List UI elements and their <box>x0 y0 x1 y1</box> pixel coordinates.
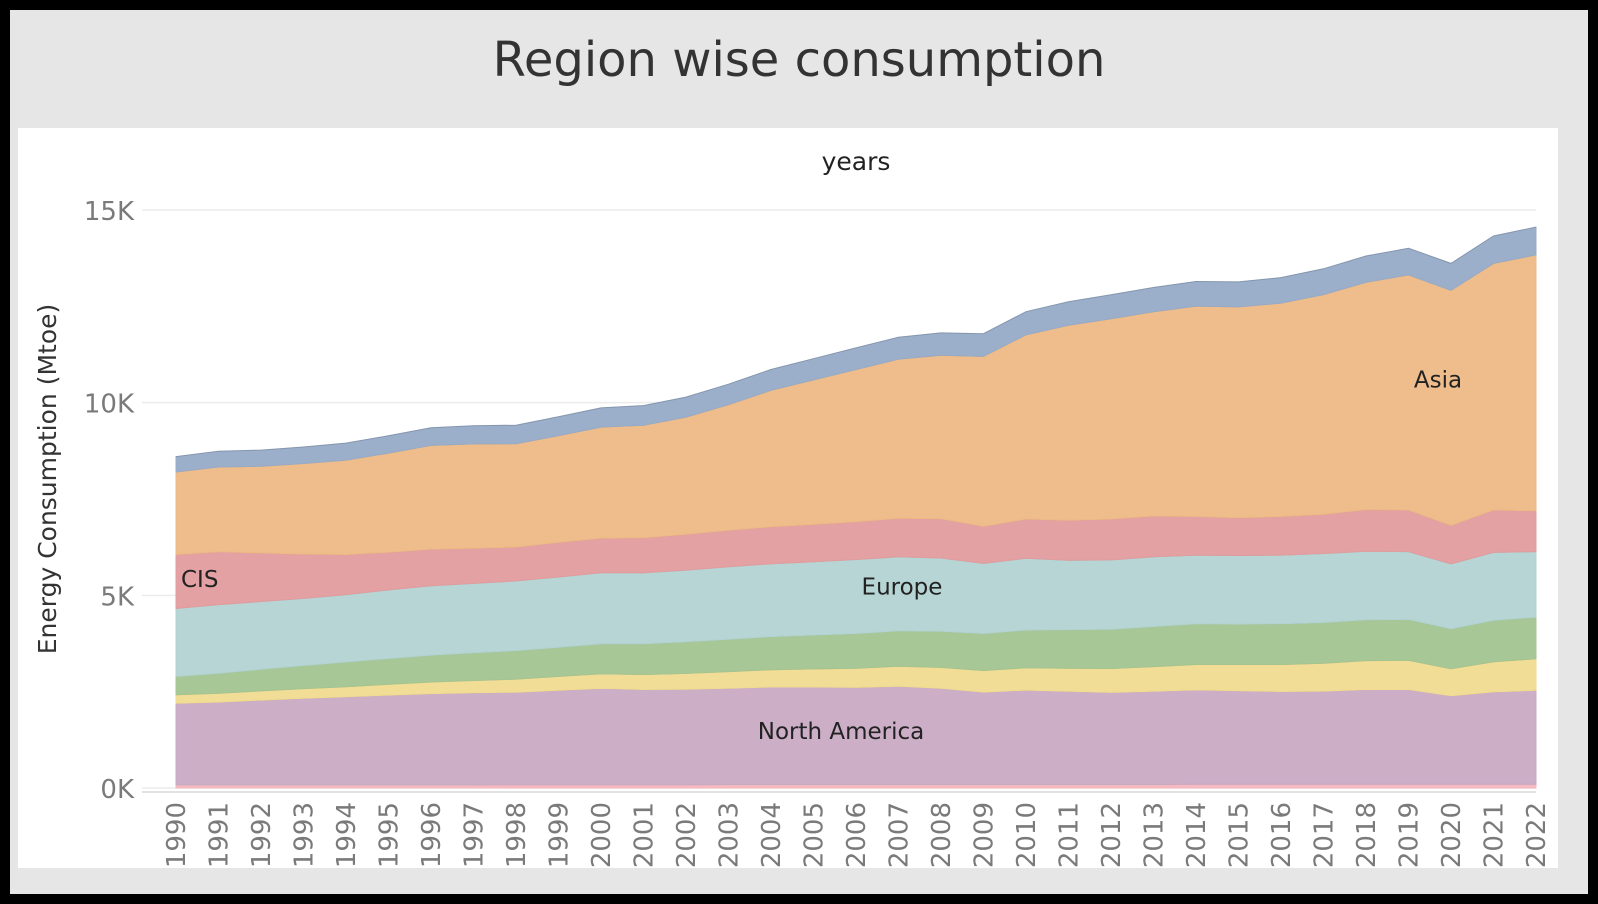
x-tick-label: 2008 <box>927 802 957 868</box>
series-label-s5: Europe <box>862 574 943 600</box>
x-tick-label: 2021 <box>1480 802 1510 868</box>
x-tick-label: 2004 <box>757 802 787 868</box>
x-tick-label: 1992 <box>247 802 277 868</box>
chart-title: Region wise consumption <box>492 32 1106 88</box>
x-tick-label: 1999 <box>545 802 575 868</box>
x-tick-label: 2002 <box>672 802 702 868</box>
y-tick-label: 10K <box>84 390 135 420</box>
x-tick-label: 2019 <box>1395 802 1425 868</box>
x-tick-label: 1993 <box>290 802 320 868</box>
x-tick-label: 1996 <box>417 802 447 868</box>
x-tick-label: 1994 <box>332 802 362 868</box>
x-tick-label: 2013 <box>1140 802 1170 868</box>
x-tick-label: 2009 <box>970 802 1000 868</box>
area-series-s8[interactable] <box>175 226 1537 473</box>
x-tick-label: 2007 <box>885 802 915 868</box>
plot-panel: 0K 5K 10K 15K 1990 1991 1992 1993 1994 1995 1996 19… <box>18 128 1558 868</box>
x-tick-label: 2022 <box>1522 802 1552 868</box>
x-tick-label: 1997 <box>460 802 490 868</box>
area-chart: 0K 5K 10K 15K 1990 1991 1992 1993 1994 1995 1996 19… <box>33 147 1552 868</box>
y-axis-title: Energy Consumption (Mtoe) <box>33 304 62 655</box>
x-tick-label: 2001 <box>630 802 660 868</box>
x-tick-label: 1991 <box>205 802 235 868</box>
y-tick-label: 5K <box>100 582 135 612</box>
x-tick-label: 2020 <box>1437 802 1467 868</box>
x-tick-label: 2017 <box>1310 802 1340 868</box>
x-tick-label: 2006 <box>842 802 872 868</box>
x-tick-label: 2000 <box>587 802 617 868</box>
x-tick-label: 2015 <box>1225 802 1255 868</box>
x-tick-label: 1995 <box>375 802 405 868</box>
y-tick-label: 0K <box>100 775 135 805</box>
area-edge-s8 <box>175 226 1537 458</box>
x-axis-title: years <box>822 147 891 176</box>
x-tick-label: 2003 <box>715 802 745 868</box>
x-tick-label: 1990 <box>162 802 192 868</box>
series-label-s7: Asia <box>1414 368 1462 394</box>
x-tick-label: 2012 <box>1097 802 1127 868</box>
series-label-s6: CIS <box>181 567 218 593</box>
area-series-s7[interactable] <box>175 254 1537 556</box>
x-tick-label: 1998 <box>502 802 532 868</box>
y-tick-label: 15K <box>84 197 135 227</box>
x-tick-label: 2005 <box>800 802 830 868</box>
x-tick-label: 2018 <box>1352 802 1382 868</box>
x-tick-label: 2016 <box>1267 802 1297 868</box>
series-label-s2: North America <box>758 719 925 745</box>
x-tick-label: 2011 <box>1055 802 1085 868</box>
x-tick-label: 2014 <box>1182 802 1212 868</box>
x-tick-label: 2010 <box>1012 802 1042 868</box>
